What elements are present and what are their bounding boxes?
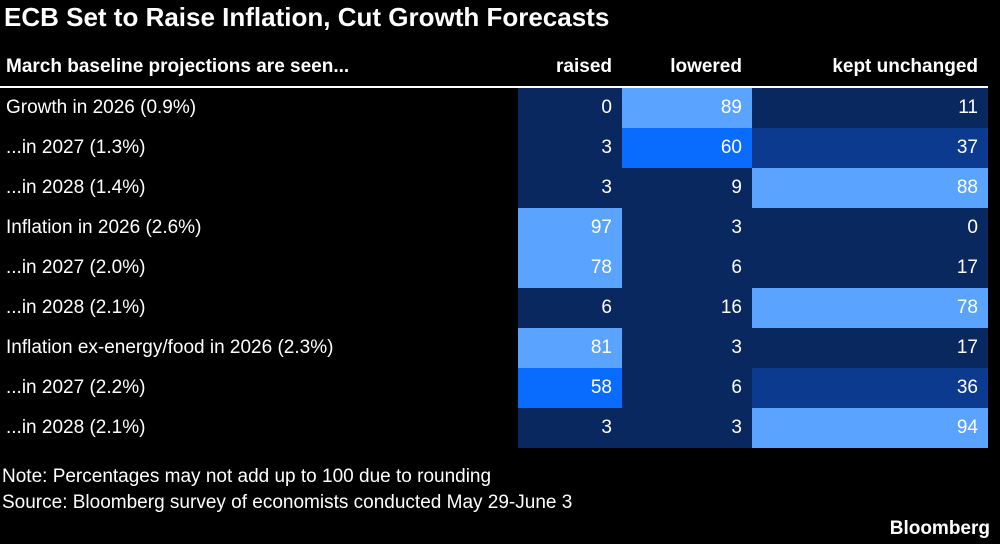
row-label: Inflation ex-energy/food in 2026 (2.3%) bbox=[6, 337, 334, 358]
column-header: March baseline projections are seen... bbox=[6, 56, 350, 77]
table-cell: 3 bbox=[622, 328, 752, 368]
table-cell: 78 bbox=[518, 248, 622, 288]
note: Note: Percentages may not add up to 100 … bbox=[2, 466, 492, 487]
brand: Bloomberg bbox=[889, 518, 990, 539]
table-cell: 3 bbox=[622, 408, 752, 448]
table-cell: 36 bbox=[752, 368, 988, 408]
table-cell: 0 bbox=[518, 88, 622, 128]
table-cell: 9 bbox=[622, 168, 752, 208]
table-cell: 16 bbox=[622, 288, 752, 328]
table-cell: 88 bbox=[752, 168, 988, 208]
table-cell: 3 bbox=[518, 128, 622, 168]
table-cell: 58 bbox=[518, 368, 622, 408]
column-header: lowered bbox=[670, 56, 742, 77]
table-cell: 81 bbox=[518, 328, 622, 368]
title: ECB Set to Raise Inflation, Cut Growth F… bbox=[4, 2, 610, 32]
table-cell: 6 bbox=[518, 288, 622, 328]
header-rule bbox=[0, 86, 988, 88]
table-cell: 3 bbox=[622, 208, 752, 248]
column-header: kept unchanged bbox=[832, 56, 978, 77]
source: Source: Bloomberg survey of economists c… bbox=[2, 492, 573, 513]
table-cell: 37 bbox=[752, 128, 988, 168]
table-cell: 78 bbox=[752, 288, 988, 328]
table-cell: 97 bbox=[518, 208, 622, 248]
row-label: ...in 2027 (2.0%) bbox=[6, 257, 146, 278]
table-cell: 17 bbox=[752, 328, 988, 368]
table-cell: 3 bbox=[518, 408, 622, 448]
row-label: Growth in 2026 (0.9%) bbox=[6, 97, 197, 118]
table-cell: 89 bbox=[622, 88, 752, 128]
row-label: ...in 2028 (1.4%) bbox=[6, 177, 146, 198]
table-cell: 6 bbox=[622, 368, 752, 408]
table-cell: 0 bbox=[752, 208, 988, 248]
row-label: ...in 2028 (2.1%) bbox=[6, 297, 146, 318]
table-cell: 6 bbox=[622, 248, 752, 288]
table-cell: 3 bbox=[518, 168, 622, 208]
table-cell: 60 bbox=[622, 128, 752, 168]
table-cell: 17 bbox=[752, 248, 988, 288]
table-cell: 11 bbox=[752, 88, 988, 128]
row-label: ...in 2028 (2.1%) bbox=[6, 417, 146, 438]
column-header: raised bbox=[556, 56, 612, 77]
table-cell: 94 bbox=[752, 408, 988, 448]
row-label: Inflation in 2026 (2.6%) bbox=[6, 217, 202, 238]
row-label: ...in 2027 (1.3%) bbox=[6, 137, 146, 158]
row-label: ...in 2027 (2.2%) bbox=[6, 377, 146, 398]
